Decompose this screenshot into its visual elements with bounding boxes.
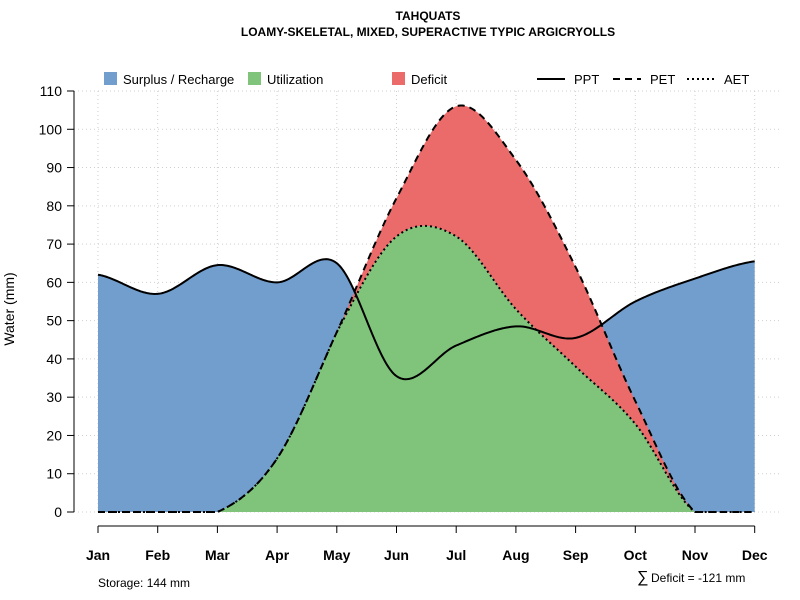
legend: Surplus / Recharge Utilization Deficit P…: [104, 72, 749, 87]
line-pet: [98, 104, 755, 513]
x-tick-label-nov: Nov: [682, 547, 709, 563]
y-tick-label-90: 90: [46, 160, 62, 176]
x-tick-label-may: May: [323, 547, 350, 563]
line-ppt: [97, 258, 755, 381]
series-lines: [97, 104, 755, 513]
legend-swatch-deficit: [392, 72, 405, 85]
y-tick-label-20: 20: [46, 427, 62, 443]
y-tick-label-100: 100: [39, 121, 63, 137]
legend-label-aet: AET: [724, 72, 749, 87]
legend-label-utilization: Utilization: [267, 72, 323, 87]
y-tick-label-80: 80: [46, 198, 62, 214]
legend-swatch-surplus: [104, 72, 117, 85]
x-tick-label-feb: Feb: [145, 547, 170, 563]
axes: 0 10 20 30 40 50 60 70 80 90 100 110 Jan Feb Mar Apr May…: [39, 83, 768, 563]
y-tick-label-110: 110: [40, 83, 63, 99]
y-tick-label-60: 60: [46, 274, 62, 290]
y-tick-label-70: 70: [46, 236, 62, 252]
y-tick-label-0: 0: [54, 504, 62, 520]
area-fills: [98, 105, 755, 513]
legend-label-deficit: Deficit: [411, 72, 448, 87]
y-tick-label-50: 50: [46, 313, 62, 329]
deficit-note: Deficit = -121 mm: [651, 571, 745, 585]
y-tick-label-30: 30: [46, 389, 62, 405]
legend-label-surplus: Surplus / Recharge: [123, 72, 234, 87]
legend-label-pet: PET: [650, 72, 675, 87]
x-tick-label-mar: Mar: [205, 547, 230, 563]
sum-symbol: ∑: [637, 569, 648, 586]
area-deficit: [98, 105, 755, 513]
x-tick-label-sep: Sep: [563, 547, 589, 563]
y-tick-label-40: 40: [46, 351, 62, 367]
legend-label-ppt: PPT: [574, 72, 599, 87]
x-tick-label-dec: Dec: [742, 547, 768, 563]
storage-note: Storage: 144 mm: [98, 576, 190, 590]
line-aet: [98, 224, 755, 513]
x-tick-label-apr: Apr: [265, 547, 290, 563]
x-tick-label-oct: Oct: [624, 547, 648, 563]
chart-title: TAHQUATS: [396, 9, 461, 23]
y-tick-label-10: 10: [46, 466, 62, 482]
x-tick-label-jun: Jun: [384, 547, 409, 563]
y-axis-label: Water (mm): [1, 272, 17, 345]
legend-swatch-utilization: [248, 72, 261, 85]
chart-subtitle: LOAMY-SKELETAL, MIXED, SUPERACTIVE TYPIC…: [241, 25, 615, 39]
x-tick-label-aug: Aug: [502, 547, 529, 563]
x-tick-label-jan: Jan: [86, 547, 110, 563]
x-tick-label-jul: Jul: [446, 547, 466, 563]
